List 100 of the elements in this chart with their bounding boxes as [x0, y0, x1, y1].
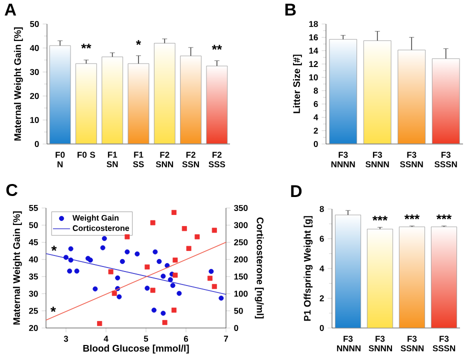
point: [172, 272, 178, 278]
point: [170, 283, 176, 288]
point: [68, 246, 74, 252]
point: [172, 210, 176, 216]
x-tick-label: F1 SN: [106, 152, 118, 168]
point: [152, 249, 158, 254]
point: [144, 286, 150, 291]
chart-title: B: [285, 4, 296, 16]
y-tick-label: 20: [30, 93, 39, 100]
chart-title: C: [6, 184, 18, 196]
point: [97, 321, 102, 326]
y-axis-title: P1 Offspring Weight [g]: [304, 216, 313, 321]
point: [124, 249, 130, 254]
point: [100, 245, 106, 250]
point: [74, 268, 80, 274]
x-tick-label: F3 SNNN: [368, 336, 392, 352]
point: [108, 269, 114, 274]
y-tick-label: 50: [29, 222, 38, 228]
point: [207, 276, 212, 281]
point: [172, 258, 178, 263]
y-tick-label: 2: [314, 128, 318, 134]
y-tick-label: 2: [320, 295, 324, 302]
point: [172, 308, 176, 313]
point: [208, 268, 214, 274]
x-tick-label: F3 SSSN: [432, 336, 456, 352]
point: [92, 286, 98, 292]
x-tick-label: 4: [104, 336, 108, 342]
annotation: *: [136, 40, 142, 46]
point: [186, 246, 192, 252]
legend-label: Weight Gain: [72, 214, 118, 222]
x-tick-label: F3 SSSN: [434, 152, 457, 168]
y-tick-label: 40: [28, 256, 38, 262]
annotation: *: [50, 306, 56, 312]
y-tick-label: 30: [28, 290, 38, 297]
y2-tick-label: 0: [234, 325, 238, 332]
y-tick-label: 10: [309, 74, 318, 80]
x-tick-label: 3: [64, 336, 68, 342]
y-tick-label: 30: [30, 69, 39, 76]
y-tick-label: 8: [314, 88, 318, 94]
x-tick-label: F2 SNN: [156, 152, 174, 168]
y-tick-label: 0: [320, 325, 324, 332]
y-tick-label: 14: [309, 48, 318, 54]
y-tick-label: 0: [34, 141, 39, 148]
y-axis-title: Litter Size [#]: [293, 54, 302, 114]
point: [112, 290, 117, 296]
series-label: Corticosterone: [72, 225, 130, 232]
point: [194, 234, 200, 240]
y2-tick-label: 350: [234, 205, 248, 212]
y2-tick-label: 250: [234, 239, 248, 246]
point: [168, 277, 173, 282]
y-tick-label: 18: [309, 21, 318, 28]
y-tick-label: 6: [320, 236, 324, 242]
y-tick-label: 55: [29, 205, 38, 212]
x-tick-label: F1 SS: [133, 152, 144, 168]
y-tick-label: 35: [28, 274, 38, 280]
y-tick-label: 8: [320, 206, 324, 212]
y-tick-label: 6: [314, 101, 318, 108]
point: [156, 259, 162, 264]
y2-tick-label: 300: [234, 222, 248, 228]
annotation: *: [51, 246, 57, 251]
x-tick-label: F3 NNNN: [337, 336, 360, 352]
y-tick-label: 25: [29, 308, 38, 314]
point: [134, 252, 140, 256]
x-tick-label: F0 S: [78, 152, 96, 158]
y-tick-label: 10: [30, 117, 39, 124]
x-tick-label: F3 SSNN: [400, 152, 423, 168]
x-tick-label: F3 SNNN: [366, 152, 389, 168]
point: [152, 308, 156, 313]
annotation: ***: [404, 214, 420, 220]
y-tick-label: 50: [30, 21, 39, 28]
point: [120, 259, 125, 264]
y2-tick-label: 150: [234, 274, 248, 280]
point: [67, 268, 72, 274]
point: [88, 258, 93, 263]
y-tick-label: 12: [309, 61, 318, 68]
chart-title: D: [291, 185, 302, 198]
point: [115, 276, 120, 280]
point: [160, 310, 166, 316]
y-tick-label: 16: [309, 34, 318, 40]
annotation: **: [81, 44, 92, 49]
point: [182, 226, 187, 232]
y-tick-label: 4: [320, 266, 324, 272]
x-tick-label: F2 SSN: [182, 152, 199, 168]
point: [176, 290, 182, 296]
annotation: ***: [436, 214, 452, 220]
y-tick-label: 20: [29, 325, 38, 332]
point: [218, 296, 224, 301]
y2-tick-label: 100: [234, 290, 248, 297]
y2-tick-label: 200: [234, 256, 248, 262]
point: [150, 220, 156, 226]
point: [212, 228, 217, 233]
y-tick-label: 40: [30, 45, 39, 52]
x-tick-label: F2 SSS: [208, 152, 226, 168]
point: [102, 236, 107, 242]
point: [160, 274, 166, 279]
x-tick-label: F3 NNNN: [331, 152, 355, 168]
point: [162, 320, 168, 326]
x-tick-label: 6: [184, 336, 188, 342]
x-tick-label: F3 SSNN: [400, 336, 424, 352]
x-tick-label: F0 N: [56, 152, 65, 168]
